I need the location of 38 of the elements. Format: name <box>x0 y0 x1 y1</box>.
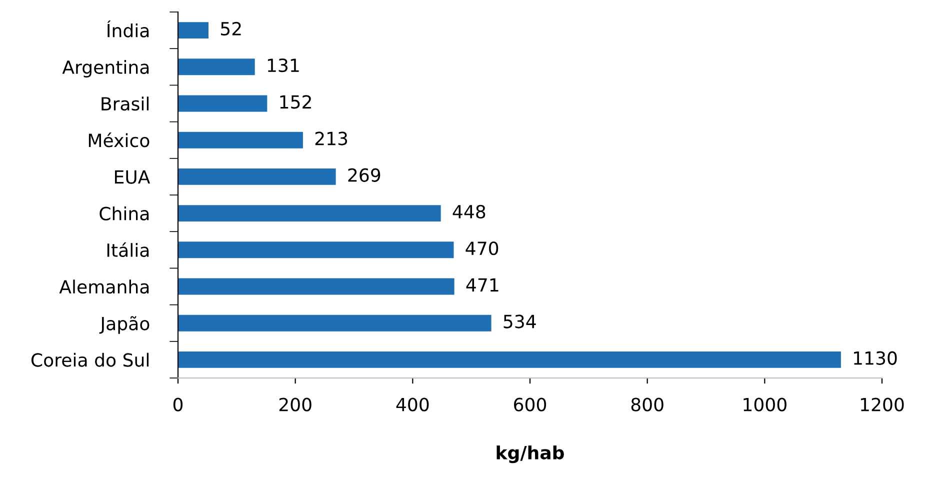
x-tick-label: 600 <box>514 398 546 412</box>
bar <box>178 58 255 76</box>
x-tick-label: 1000 <box>744 398 786 412</box>
data-label: 1130 <box>854 351 897 365</box>
data-label: 470 <box>466 241 498 256</box>
x-axis-title: kg/hab <box>496 445 564 464</box>
bar <box>178 205 441 222</box>
y-tick-label: Itália <box>107 242 149 258</box>
y-tick-label: Japão <box>99 316 150 334</box>
x-tick-label: 400 <box>396 398 429 412</box>
data-label: 52 <box>221 22 241 36</box>
bar <box>178 168 336 185</box>
y-tick-label: México <box>88 132 150 148</box>
bar <box>178 22 209 39</box>
y-tick-label: Coreia do Sul <box>31 352 149 367</box>
bar <box>178 132 303 148</box>
data-label: 269 <box>348 168 380 182</box>
x-tick-label: 200 <box>279 398 312 412</box>
data-label: 534 <box>504 314 536 328</box>
x-tick-label: 1200 <box>861 398 904 412</box>
y-tick-label: Argentina <box>62 60 149 78</box>
bar <box>178 242 454 258</box>
data-label: 152 <box>280 95 311 109</box>
bar <box>178 278 454 295</box>
bar <box>178 314 492 332</box>
y-tick-label: EUA <box>115 170 150 184</box>
y-tick-label: Índia <box>107 20 149 38</box>
y-tick-label: Brasil <box>102 96 149 111</box>
x-tick-label: 800 <box>631 398 664 412</box>
y-tick-label: China <box>100 206 149 220</box>
bar <box>178 95 268 112</box>
y-tick-label: Alemanha <box>59 280 149 294</box>
data-label: 448 <box>452 204 486 219</box>
data-label: 471 <box>466 278 498 292</box>
x-tick-label: 0 <box>173 398 183 412</box>
data-label: 131 <box>268 58 299 72</box>
data-label: 213 <box>315 132 348 146</box>
bar <box>178 351 841 368</box>
